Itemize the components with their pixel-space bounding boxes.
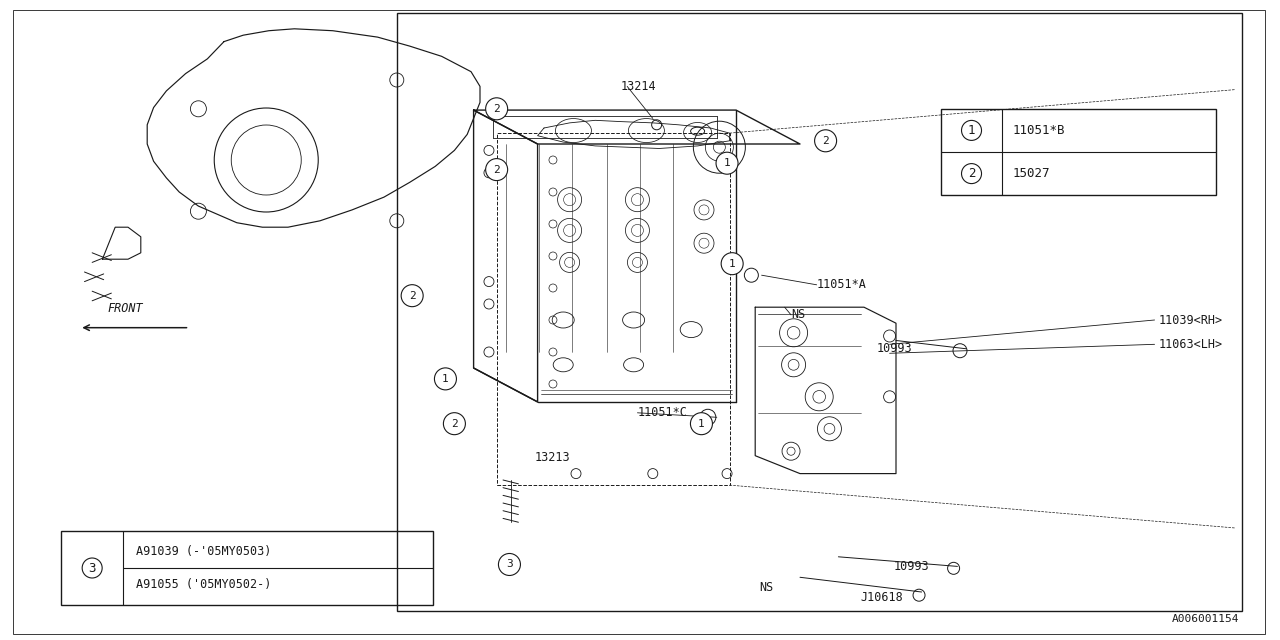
- Text: A91039 (-'05MY0503): A91039 (-'05MY0503): [136, 545, 271, 557]
- Text: 11063<LH>: 11063<LH>: [1158, 338, 1222, 351]
- Text: 1: 1: [698, 419, 705, 429]
- Circle shape: [716, 152, 739, 174]
- Circle shape: [443, 413, 466, 435]
- Circle shape: [485, 159, 508, 180]
- Text: 3: 3: [88, 561, 96, 575]
- Text: 10993: 10993: [877, 342, 913, 355]
- Text: NS: NS: [759, 581, 773, 594]
- Text: 10993: 10993: [893, 560, 929, 573]
- Bar: [397, 13, 1242, 611]
- Text: FRONT: FRONT: [108, 302, 143, 315]
- Text: A91055 ('05MY0502-): A91055 ('05MY0502-): [136, 579, 271, 591]
- Text: 1: 1: [728, 259, 736, 269]
- Text: 2: 2: [493, 164, 500, 175]
- Text: 2: 2: [408, 291, 416, 301]
- Text: 2: 2: [822, 136, 829, 146]
- Text: 1: 1: [723, 158, 731, 168]
- Text: 11051*B: 11051*B: [1012, 124, 1065, 137]
- Circle shape: [721, 253, 744, 275]
- Text: 2: 2: [493, 104, 500, 114]
- Circle shape: [401, 285, 424, 307]
- Circle shape: [690, 413, 713, 435]
- Bar: [941, 109, 1216, 195]
- Circle shape: [814, 130, 837, 152]
- Text: 1: 1: [442, 374, 449, 384]
- Bar: [61, 531, 433, 605]
- Circle shape: [498, 554, 521, 575]
- Text: 3: 3: [506, 559, 513, 570]
- Circle shape: [485, 98, 508, 120]
- Text: 2: 2: [451, 419, 458, 429]
- Text: 1: 1: [968, 124, 975, 137]
- Text: 15027: 15027: [1012, 167, 1050, 180]
- Text: 11051*C: 11051*C: [637, 406, 687, 419]
- Text: 13214: 13214: [621, 80, 657, 93]
- Text: 13213: 13213: [535, 451, 571, 464]
- Text: J10618: J10618: [860, 591, 902, 604]
- Text: NS: NS: [791, 308, 805, 321]
- Circle shape: [434, 368, 457, 390]
- Text: 11039<RH>: 11039<RH>: [1158, 314, 1222, 326]
- Text: A006001154: A006001154: [1171, 614, 1239, 624]
- Text: 11051*A: 11051*A: [817, 278, 867, 291]
- Bar: [497, 133, 730, 485]
- Text: 2: 2: [968, 167, 975, 180]
